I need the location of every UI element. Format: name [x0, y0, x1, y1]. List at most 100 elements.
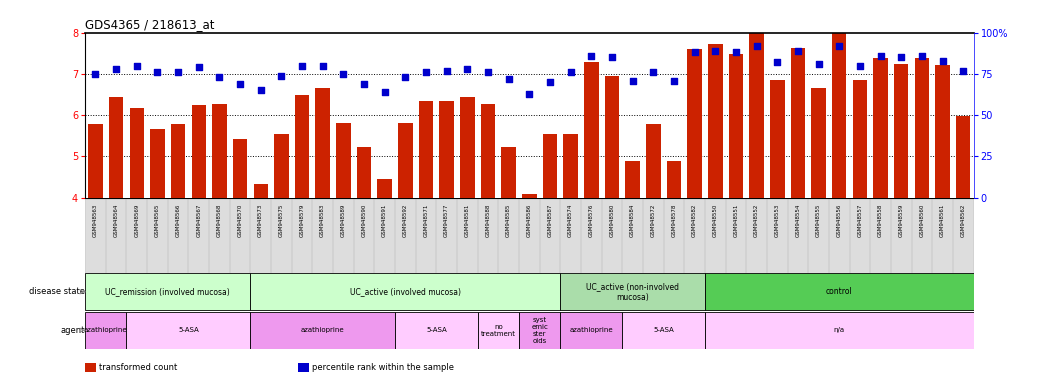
Point — [748, 43, 765, 49]
Point — [149, 69, 166, 75]
Point — [934, 58, 951, 64]
Text: GSM948589: GSM948589 — [340, 204, 346, 237]
Point — [789, 48, 807, 54]
Bar — [626, 161, 639, 198]
Bar — [395, 312, 478, 349]
Text: GSM948565: GSM948565 — [155, 204, 160, 237]
Text: percentile rank within the sample: percentile rank within the sample — [312, 363, 453, 372]
Bar — [85, 312, 127, 349]
Point — [645, 69, 662, 75]
Text: GSM948588: GSM948588 — [485, 204, 491, 237]
Text: GSM948555: GSM948555 — [816, 204, 821, 237]
Bar — [253, 184, 268, 198]
Bar — [894, 64, 909, 198]
Bar — [522, 194, 536, 198]
Bar — [519, 312, 561, 349]
Bar — [478, 312, 519, 349]
Point — [397, 74, 414, 80]
Text: GSM948550: GSM948550 — [713, 204, 718, 237]
Text: control: control — [826, 287, 852, 296]
Text: GSM948582: GSM948582 — [692, 204, 697, 237]
Text: GSM948592: GSM948592 — [403, 204, 408, 237]
Text: GSM948568: GSM948568 — [217, 204, 222, 237]
Text: GDS4365 / 218613_at: GDS4365 / 218613_at — [85, 18, 215, 31]
Text: GSM948576: GSM948576 — [588, 204, 594, 237]
Bar — [687, 49, 702, 198]
Point — [480, 69, 497, 75]
Text: GSM948573: GSM948573 — [259, 204, 263, 237]
Text: disease state: disease state — [29, 287, 85, 296]
Bar — [812, 88, 826, 198]
Text: GSM948575: GSM948575 — [279, 204, 284, 237]
Text: UC_remission (involved mucosa): UC_remission (involved mucosa) — [105, 287, 230, 296]
Point — [665, 78, 682, 84]
Point — [438, 68, 455, 74]
Point — [190, 64, 207, 70]
Bar — [770, 80, 784, 198]
Text: GSM948552: GSM948552 — [754, 204, 759, 237]
Bar — [705, 273, 974, 310]
Text: GSM948562: GSM948562 — [961, 204, 966, 237]
Bar — [171, 124, 185, 198]
Text: GSM948578: GSM948578 — [671, 204, 677, 237]
Point — [355, 81, 372, 87]
Bar — [705, 312, 974, 349]
Text: GSM948553: GSM948553 — [775, 204, 780, 237]
Bar — [419, 101, 433, 198]
Text: GSM948581: GSM948581 — [465, 204, 470, 237]
Point — [893, 54, 910, 60]
Point — [169, 69, 186, 75]
Bar — [398, 124, 413, 198]
Point — [417, 69, 434, 75]
Text: GSM948567: GSM948567 — [196, 204, 201, 237]
Bar — [564, 134, 578, 198]
Point — [520, 91, 537, 97]
Bar — [212, 104, 227, 198]
Text: GSM948554: GSM948554 — [796, 204, 800, 237]
Bar — [935, 65, 950, 198]
Bar — [561, 312, 622, 349]
Point — [232, 81, 249, 87]
Point — [252, 88, 269, 94]
Point — [583, 53, 600, 59]
Text: 5-ASA: 5-ASA — [178, 327, 199, 333]
Bar — [233, 139, 247, 198]
Bar — [356, 147, 371, 198]
Text: GSM948560: GSM948560 — [919, 204, 925, 237]
Text: GSM948559: GSM948559 — [899, 204, 903, 237]
Bar — [622, 312, 705, 349]
Text: UC_active (involved mucosa): UC_active (involved mucosa) — [350, 287, 461, 296]
Text: GSM948570: GSM948570 — [237, 204, 243, 237]
Point — [851, 63, 868, 69]
Text: syst
emic
ster
oids: syst emic ster oids — [531, 317, 548, 344]
Text: GSM948563: GSM948563 — [93, 204, 98, 237]
Text: azathioprine: azathioprine — [84, 327, 128, 333]
Text: GSM948551: GSM948551 — [733, 204, 738, 237]
Text: GSM948557: GSM948557 — [858, 204, 863, 237]
Point — [542, 79, 559, 85]
Point — [954, 68, 971, 74]
Point — [872, 53, 890, 59]
Bar — [316, 88, 330, 198]
Bar — [667, 161, 681, 198]
Point — [728, 50, 745, 56]
Text: no
treatment: no treatment — [481, 324, 516, 337]
Bar — [791, 48, 805, 198]
Point — [603, 54, 620, 60]
Point — [459, 66, 476, 72]
Bar — [501, 147, 516, 198]
Point — [769, 59, 786, 65]
Bar — [250, 312, 395, 349]
Point — [129, 63, 146, 69]
Text: n/a: n/a — [834, 327, 845, 333]
Bar — [150, 129, 165, 198]
Bar — [130, 108, 144, 198]
Point — [272, 73, 289, 79]
Bar — [439, 101, 454, 198]
Text: GSM948566: GSM948566 — [176, 204, 181, 237]
Text: GSM948590: GSM948590 — [362, 204, 367, 237]
Text: GSM948587: GSM948587 — [548, 204, 552, 237]
Text: GSM948579: GSM948579 — [300, 204, 304, 237]
Bar — [295, 94, 310, 198]
Bar — [729, 54, 743, 198]
